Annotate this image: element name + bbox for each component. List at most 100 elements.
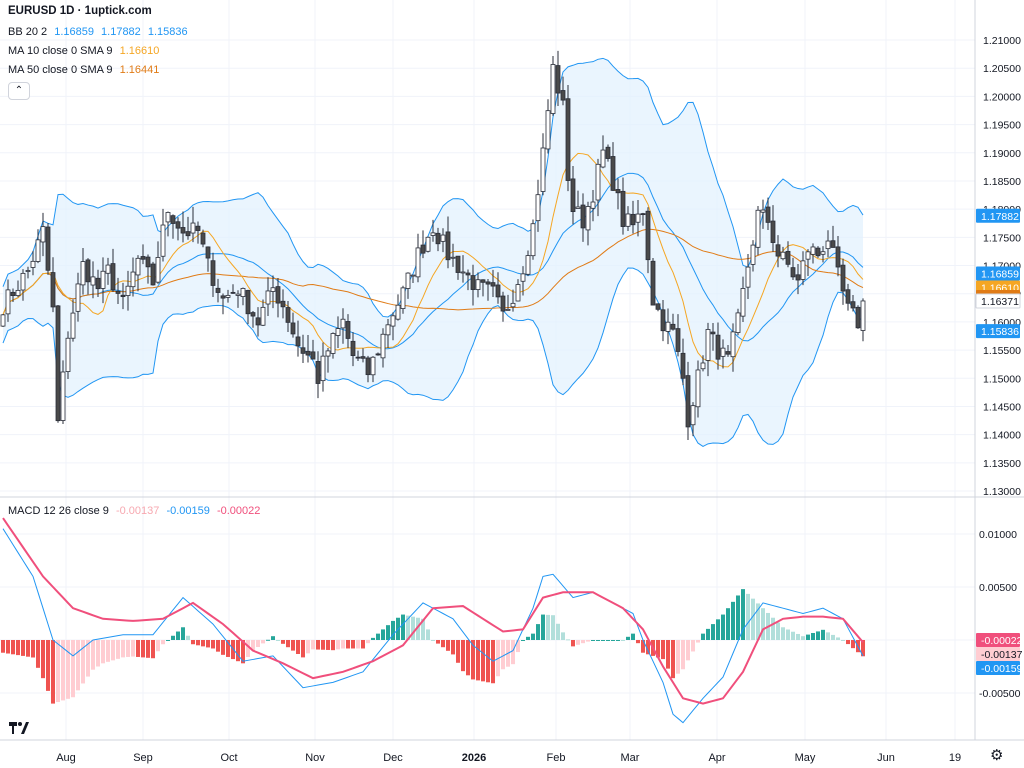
- candle-down[interactable]: [845, 289, 851, 304]
- candle-down[interactable]: [850, 301, 856, 309]
- candle-up[interactable]: [585, 206, 591, 231]
- candle-up[interactable]: [40, 226, 46, 243]
- candle-up[interactable]: [265, 290, 271, 305]
- candle-up[interactable]: [510, 302, 516, 308]
- candle-down[interactable]: [470, 275, 476, 290]
- candle-up[interactable]: [530, 223, 536, 257]
- candle-down[interactable]: [495, 284, 501, 298]
- candle-down[interactable]: [790, 267, 796, 278]
- candle-up[interactable]: [805, 251, 811, 260]
- candle-down[interactable]: [285, 307, 291, 323]
- candle-down[interactable]: [250, 312, 256, 317]
- candle-down[interactable]: [615, 189, 621, 194]
- candle-down[interactable]: [300, 347, 306, 354]
- candle-down[interactable]: [360, 356, 366, 359]
- candle-down[interactable]: [435, 232, 441, 245]
- candle-up[interactable]: [425, 236, 431, 252]
- candle-down[interactable]: [355, 356, 361, 359]
- candle-down[interactable]: [45, 226, 51, 271]
- candle-up[interactable]: [80, 261, 86, 286]
- candle-down[interactable]: [465, 272, 471, 276]
- candle-up[interactable]: [635, 213, 641, 223]
- candle-down[interactable]: [10, 291, 16, 296]
- candle-up[interactable]: [410, 274, 416, 277]
- candle-down[interactable]: [815, 247, 821, 257]
- candle-down[interactable]: [200, 232, 206, 245]
- candle-down[interactable]: [630, 213, 636, 226]
- candle-down[interactable]: [145, 256, 151, 268]
- candle-up[interactable]: [750, 244, 756, 265]
- candle-down[interactable]: [185, 231, 191, 237]
- candle-up[interactable]: [70, 312, 76, 339]
- candle-down[interactable]: [725, 351, 731, 355]
- candle-down[interactable]: [245, 290, 251, 315]
- candle-down[interactable]: [570, 178, 576, 213]
- candle-up[interactable]: [25, 270, 31, 272]
- candle-down[interactable]: [295, 336, 301, 347]
- candle-up[interactable]: [520, 273, 526, 282]
- candle-up[interactable]: [135, 257, 141, 276]
- candle-down[interactable]: [445, 231, 451, 261]
- candle-down[interactable]: [620, 190, 626, 227]
- candle-down[interactable]: [835, 246, 841, 268]
- candle-up[interactable]: [15, 289, 21, 297]
- candle-down[interactable]: [840, 264, 846, 292]
- symbol-title[interactable]: EURUSD 1D · 1uptick.com: [8, 5, 152, 17]
- candle-down[interactable]: [765, 206, 771, 223]
- legend-ma50-row[interactable]: MA 50 close 0 SMA 9 1.16441: [8, 64, 163, 76]
- candle-up[interactable]: [330, 333, 336, 354]
- candle-up[interactable]: [335, 328, 341, 336]
- candle-down[interactable]: [205, 246, 211, 259]
- candle-up[interactable]: [800, 260, 806, 280]
- candle-down[interactable]: [490, 282, 496, 287]
- candle-up[interactable]: [735, 312, 741, 333]
- candle-up[interactable]: [395, 304, 401, 320]
- candle-down[interactable]: [830, 240, 836, 248]
- candle-down[interactable]: [345, 321, 351, 339]
- candle-up[interactable]: [370, 356, 376, 376]
- candle-down[interactable]: [170, 215, 176, 224]
- candle-up[interactable]: [165, 212, 171, 223]
- candle-down[interactable]: [55, 305, 61, 422]
- candle-up[interactable]: [720, 347, 726, 357]
- candle-up[interactable]: [450, 256, 456, 259]
- candle-up[interactable]: [665, 321, 671, 332]
- candle-down[interactable]: [650, 260, 656, 306]
- candle-up[interactable]: [595, 163, 601, 201]
- candle-down[interactable]: [95, 277, 101, 290]
- legend-ma10-row[interactable]: MA 10 close 0 SMA 9 1.16610: [8, 45, 163, 57]
- candle-down[interactable]: [110, 263, 116, 291]
- candle-up[interactable]: [540, 147, 546, 192]
- candle-up[interactable]: [690, 405, 696, 426]
- candle-up[interactable]: [325, 350, 331, 357]
- candle-up[interactable]: [550, 64, 556, 114]
- candle-up[interactable]: [90, 276, 96, 286]
- candle-down[interactable]: [680, 352, 686, 379]
- candle-up[interactable]: [780, 251, 786, 260]
- candle-down[interactable]: [115, 290, 121, 294]
- candle-up[interactable]: [405, 272, 411, 289]
- candle-down[interactable]: [795, 274, 801, 281]
- candle-down[interactable]: [375, 353, 381, 356]
- candle-up[interactable]: [415, 247, 421, 278]
- candle-down[interactable]: [310, 351, 316, 360]
- candle-down[interactable]: [275, 286, 281, 304]
- candle-up[interactable]: [705, 329, 711, 361]
- candle-down[interactable]: [180, 227, 186, 234]
- candle-up[interactable]: [125, 285, 131, 296]
- candle-up[interactable]: [190, 222, 196, 234]
- candle-up[interactable]: [5, 289, 11, 315]
- candle-down[interactable]: [715, 334, 721, 360]
- candle-up[interactable]: [35, 239, 41, 262]
- candle-up[interactable]: [270, 287, 276, 292]
- candle-down[interactable]: [485, 281, 491, 285]
- candle-up[interactable]: [235, 293, 241, 296]
- candle-down[interactable]: [455, 255, 461, 273]
- candle-down[interactable]: [85, 259, 91, 283]
- candle-down[interactable]: [175, 221, 181, 229]
- candle-up[interactable]: [320, 355, 326, 382]
- candle-up[interactable]: [475, 279, 481, 290]
- candle-down[interactable]: [785, 250, 791, 265]
- candle-up[interactable]: [260, 306, 266, 326]
- candle-down[interactable]: [610, 156, 616, 191]
